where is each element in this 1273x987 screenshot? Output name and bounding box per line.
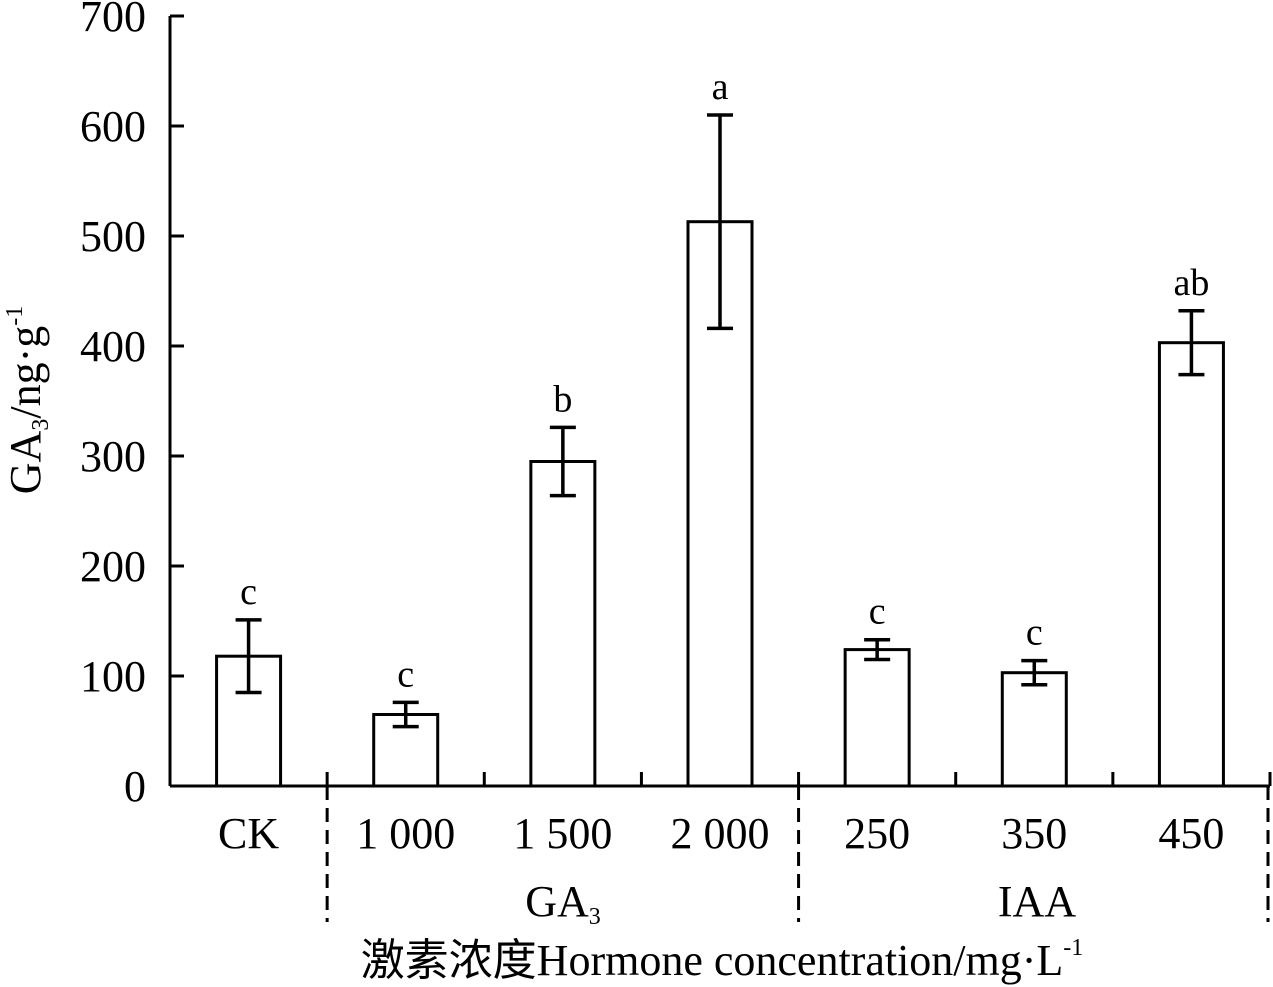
x-tick-label: 350 (1001, 809, 1067, 858)
x-tick-label: 250 (844, 809, 910, 858)
x-tick-label: 1 500 (513, 809, 612, 858)
group-label-iaa: IAA (998, 877, 1076, 926)
y-tick-label: 0 (124, 762, 146, 811)
bar (843, 648, 911, 788)
significance-labels: c c b a c c ab (240, 66, 1209, 695)
y-tick-label: 300 (80, 432, 146, 481)
y-tick-label: 100 (80, 652, 146, 701)
tick-labels: 0 100 200 300 400 500 600 700 CK 1 000 1 500 2 000 2… (80, 0, 1224, 858)
error-bars (235, 113, 1205, 729)
y-tick-label: 600 (80, 102, 146, 151)
significance-label: c (240, 571, 257, 613)
significance-label: c (869, 591, 886, 633)
y-tick-label: 700 (80, 0, 146, 41)
significance-label: b (553, 378, 572, 420)
y-tick-label: 500 (80, 212, 146, 261)
significance-label: c (1026, 612, 1043, 654)
significance-label: ab (1173, 262, 1209, 304)
bar (1157, 341, 1225, 788)
axes (168, 14, 1272, 922)
x-tick-label: 450 (1158, 809, 1224, 858)
bar (529, 460, 597, 788)
y-axis-label: GA3/ng·g-1 (1, 306, 54, 494)
group-label-ga3: GA3 (525, 877, 601, 930)
bar (686, 220, 754, 788)
y-tick-label: 400 (80, 322, 146, 371)
x-tick-label: 1 000 (356, 809, 455, 858)
significance-label: c (397, 653, 414, 695)
bars (215, 220, 1225, 788)
x-axis-label: 激素浓度Hormone concentration/mg·L-1 (361, 935, 1084, 985)
y-tick-label: 200 (80, 542, 146, 591)
significance-label: a (712, 66, 729, 108)
bar (1000, 671, 1068, 788)
x-tick-label: 2 000 (671, 809, 770, 858)
x-tick-label: CK (218, 809, 279, 858)
